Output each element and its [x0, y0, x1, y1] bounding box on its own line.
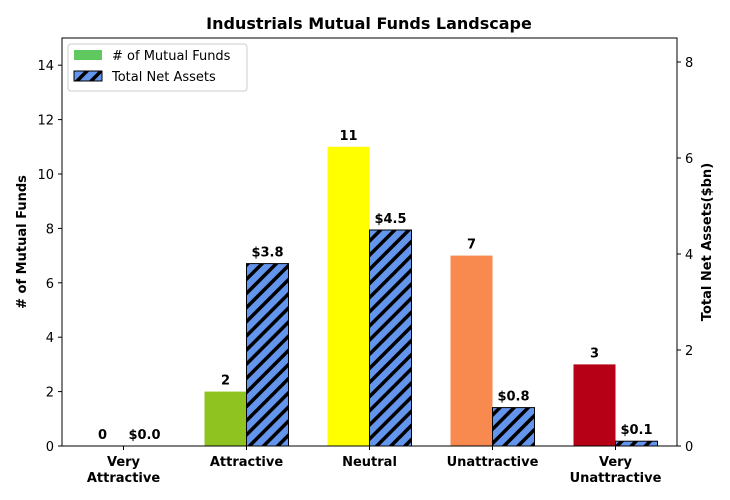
- plot-frame: [61, 37, 678, 447]
- bar-net-assets: [615, 440, 658, 447]
- y-right-tick-label: 6: [685, 152, 693, 167]
- bar-mutual-funds: [573, 364, 616, 446]
- data-label-net-assets: $0.8: [497, 390, 529, 405]
- y-left-tick-label: 8: [46, 222, 54, 237]
- x-tick-label: Very: [107, 455, 141, 470]
- legend-swatch-net-assets: [73, 70, 103, 82]
- y-left-tick-label: 0: [46, 440, 54, 455]
- x-tick-label: Attractive: [87, 471, 161, 486]
- data-label-mutual-funds: 0: [98, 428, 107, 443]
- x-tick-label: Unattractive: [570, 471, 662, 486]
- data-label-mutual-funds: 2: [221, 374, 230, 389]
- y-left-tick-label: 2: [46, 386, 54, 401]
- data-label-net-assets: $0.0: [128, 428, 160, 443]
- data-label-net-assets: $3.8: [251, 246, 283, 261]
- y-left-tick-label: 4: [46, 331, 54, 346]
- y-right-tick-label: 8: [685, 56, 693, 71]
- y-right-tick-label: 2: [685, 344, 693, 359]
- legend-label-mutual-funds: # of Mutual Funds: [112, 49, 231, 64]
- legend-swatch-mutual-funds: [74, 50, 102, 60]
- bar-mutual-funds: [327, 146, 370, 447]
- x-tick-label: Attractive: [210, 455, 284, 470]
- y-right-tick-label: 0: [685, 440, 693, 455]
- data-label-net-assets: $4.5: [374, 212, 406, 227]
- legend-box: [67, 43, 248, 92]
- y-left-axis-label: # of Mutual Funds: [15, 175, 30, 309]
- bar-mutual-funds: [450, 255, 493, 446]
- y-right-axis-label: Total Net Assets($bn): [700, 163, 715, 321]
- data-label-mutual-funds: 7: [467, 238, 476, 253]
- x-tick-label: Very: [599, 455, 633, 470]
- y-left-tick-label: 12: [37, 114, 54, 129]
- data-label-net-assets: $0.1: [620, 423, 652, 438]
- x-tick-label: Neutral: [342, 455, 397, 470]
- y-right-tick-label: 4: [685, 248, 693, 263]
- data-label-mutual-funds: 11: [339, 129, 357, 144]
- y-left-tick-label: 10: [37, 168, 54, 183]
- bar-net-assets: [246, 263, 289, 447]
- chart-title: Industrials Mutual Funds Landscape: [206, 14, 532, 33]
- data-label-mutual-funds: 3: [590, 346, 599, 361]
- y-left-tick-label: 6: [46, 277, 54, 292]
- bar-mutual-funds: [204, 391, 247, 446]
- bar-net-assets: [369, 229, 412, 447]
- legend-label-net-assets: Total Net Assets: [111, 70, 216, 85]
- x-tick-label: Unattractive: [447, 455, 539, 470]
- y-left-tick-label: 14: [37, 59, 54, 74]
- plot-area: 0 $0.0VeryAttractive2$3.8Attractive11$4.5…: [15, 37, 715, 486]
- bar-net-assets: [492, 407, 535, 447]
